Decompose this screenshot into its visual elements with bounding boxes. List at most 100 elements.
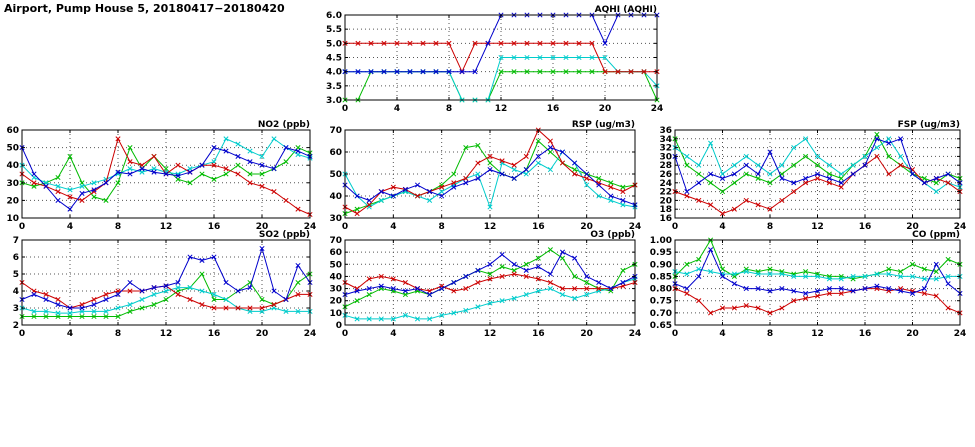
x-tick-label: 8 [767, 329, 773, 339]
x-tick-label: 16 [208, 222, 221, 232]
x-tick-label: 4 [390, 329, 396, 339]
x-tick-label: 24 [304, 222, 317, 232]
y-tick-label: 24 [659, 179, 672, 189]
x-tick-label: 12 [495, 104, 508, 114]
x-tick-label: 12 [811, 329, 824, 339]
x-tick-label: 8 [439, 329, 445, 339]
x-tick-label: 20 [580, 222, 593, 232]
chart-canvas-so2: 0 4 8 12 16 20 24 2 3 4 5 6 7 SO2 (ppb) [13, 230, 317, 339]
y-tick-label: 4.5 [326, 54, 342, 64]
y-tick-label: 0.70 [650, 309, 672, 319]
x-tick-label: 12 [484, 329, 497, 339]
y-tick-label: 0.80 [650, 285, 672, 295]
y-tick-label: 4.0 [326, 68, 342, 78]
x-tick-label: 20 [906, 329, 919, 339]
chart-title-so2: SO2 (ppb) [259, 230, 310, 240]
y-tick-label: 6.0 [326, 11, 342, 21]
y-tick-label: 50 [6, 144, 19, 154]
chart-canvas-no2: 0 4 8 12 16 20 24 10 20 30 40 50 60 NO2 (ppb) [6, 120, 317, 232]
y-tick-label: 34 [659, 135, 672, 145]
chart-canvas-co: 0 4 8 12 16 20 24 0.65 0.70 0.75 0.80 0.85 0.90 0.95 1… [650, 230, 967, 339]
x-tick-label: 24 [651, 104, 664, 114]
y-tick-label: 50 [329, 170, 342, 180]
x-tick-label: 16 [547, 104, 560, 114]
x-tick-label: 20 [599, 104, 612, 114]
x-tick-label: 4 [719, 329, 725, 339]
y-tick-label: 30 [329, 214, 342, 224]
x-tick-label: 24 [954, 222, 967, 232]
y-tick-label: 60 [6, 126, 19, 136]
y-tick-label: 0.85 [650, 272, 672, 282]
x-tick-label: 0 [19, 222, 25, 232]
y-tick-label: 50 [329, 260, 342, 270]
y-tick-label: 0.95 [650, 248, 672, 258]
y-tick-label: 70 [329, 236, 342, 246]
x-tick-label: 16 [859, 329, 872, 339]
y-tick-label: 40 [329, 192, 342, 202]
y-tick-label: 18 [659, 205, 672, 215]
y-tick-label: 7 [13, 236, 19, 246]
y-tick-label: 3.5 [326, 82, 342, 92]
y-tick-label: 1.00 [650, 236, 672, 246]
x-tick-label: 0 [342, 222, 348, 232]
x-tick-label: 24 [629, 329, 642, 339]
y-tick-label: 40 [6, 161, 19, 171]
x-tick-label: 16 [208, 329, 221, 339]
y-tick-label: 6 [13, 253, 19, 263]
y-tick-label: 26 [659, 170, 672, 180]
y-tick-label: 2 [13, 321, 19, 331]
x-tick-label: 20 [256, 222, 269, 232]
chart-title-rsp: RSP (ug/m3) [572, 120, 635, 130]
chart-title-aqhi: AQHI (AQHI) [595, 5, 657, 15]
y-tick-label: 16 [659, 214, 672, 224]
y-tick-label: 70 [329, 126, 342, 136]
chart-title-o3: O3 (ppb) [590, 230, 635, 240]
x-tick-label: 4 [719, 222, 725, 232]
x-tick-label: 8 [446, 104, 452, 114]
x-tick-label: 0 [672, 222, 678, 232]
chart-so2: 0 4 8 12 16 20 24 2 3 4 5 6 7 SO2 (ppb) [0, 228, 320, 345]
chart-o3: 0 4 8 12 16 20 24 0 10 20 30 40 50 60 70 O3 (ppb) [315, 228, 645, 345]
x-tick-label: 8 [767, 222, 773, 232]
x-tick-label: 20 [580, 329, 593, 339]
x-tick-label: 8 [439, 222, 445, 232]
x-tick-label: 16 [532, 222, 545, 232]
x-tick-label: 0 [342, 329, 348, 339]
y-tick-label: 4 [13, 287, 19, 297]
x-tick-label: 4 [390, 222, 396, 232]
x-tick-label: 20 [906, 222, 919, 232]
x-tick-label: 12 [160, 329, 173, 339]
chart-rsp: 0 4 8 12 16 20 24 30 40 50 60 70 RSP (ug/m3) [315, 118, 645, 238]
x-tick-label: 4 [67, 329, 73, 339]
y-tick-label: 30 [659, 152, 672, 162]
chart-co: 0 4 8 12 16 20 24 0.65 0.70 0.75 0.80 0.85 0.90 0.95 1… [645, 228, 970, 345]
x-tick-label: 12 [160, 222, 173, 232]
y-tick-label: 5.5 [326, 25, 342, 35]
chart-canvas-aqhi: 0 4 8 12 16 20 24 3.0 3.5 4.0 4.5 5.0 5.5 6.0 AQHI (AQ… [326, 5, 664, 114]
y-tick-label: 0 [336, 321, 342, 331]
chart-canvas-rsp: 0 4 8 12 16 20 24 30 40 50 60 70 RSP (ug/m3) [329, 120, 642, 232]
y-tick-label: 60 [329, 148, 342, 158]
x-tick-label: 24 [629, 222, 642, 232]
y-tick-label: 0.75 [650, 297, 672, 307]
chart-fsp: 0 4 8 12 16 20 24 16 18 20 22 24 26 28 30 32 34 36 FSP (ug… [645, 118, 970, 238]
x-tick-label: 4 [67, 222, 73, 232]
y-tick-label: 0.90 [650, 260, 672, 270]
y-tick-label: 3 [13, 304, 19, 314]
x-tick-label: 0 [342, 104, 348, 114]
y-tick-label: 30 [6, 179, 19, 189]
y-tick-label: 10 [329, 309, 342, 319]
chart-title-fsp: FSP (ug/m3) [898, 120, 960, 130]
x-tick-label: 16 [859, 222, 872, 232]
x-tick-label: 24 [954, 329, 967, 339]
y-tick-label: 30 [329, 285, 342, 295]
y-tick-label: 40 [329, 272, 342, 282]
x-tick-label: 0 [672, 329, 678, 339]
y-tick-label: 20 [329, 297, 342, 307]
y-tick-label: 5.0 [326, 39, 342, 49]
y-tick-label: 3.0 [326, 96, 342, 106]
y-tick-label: 0.65 [650, 321, 672, 331]
chart-no2: 0 4 8 12 16 20 24 10 20 30 40 50 60 NO2 (ppb) [0, 118, 320, 238]
